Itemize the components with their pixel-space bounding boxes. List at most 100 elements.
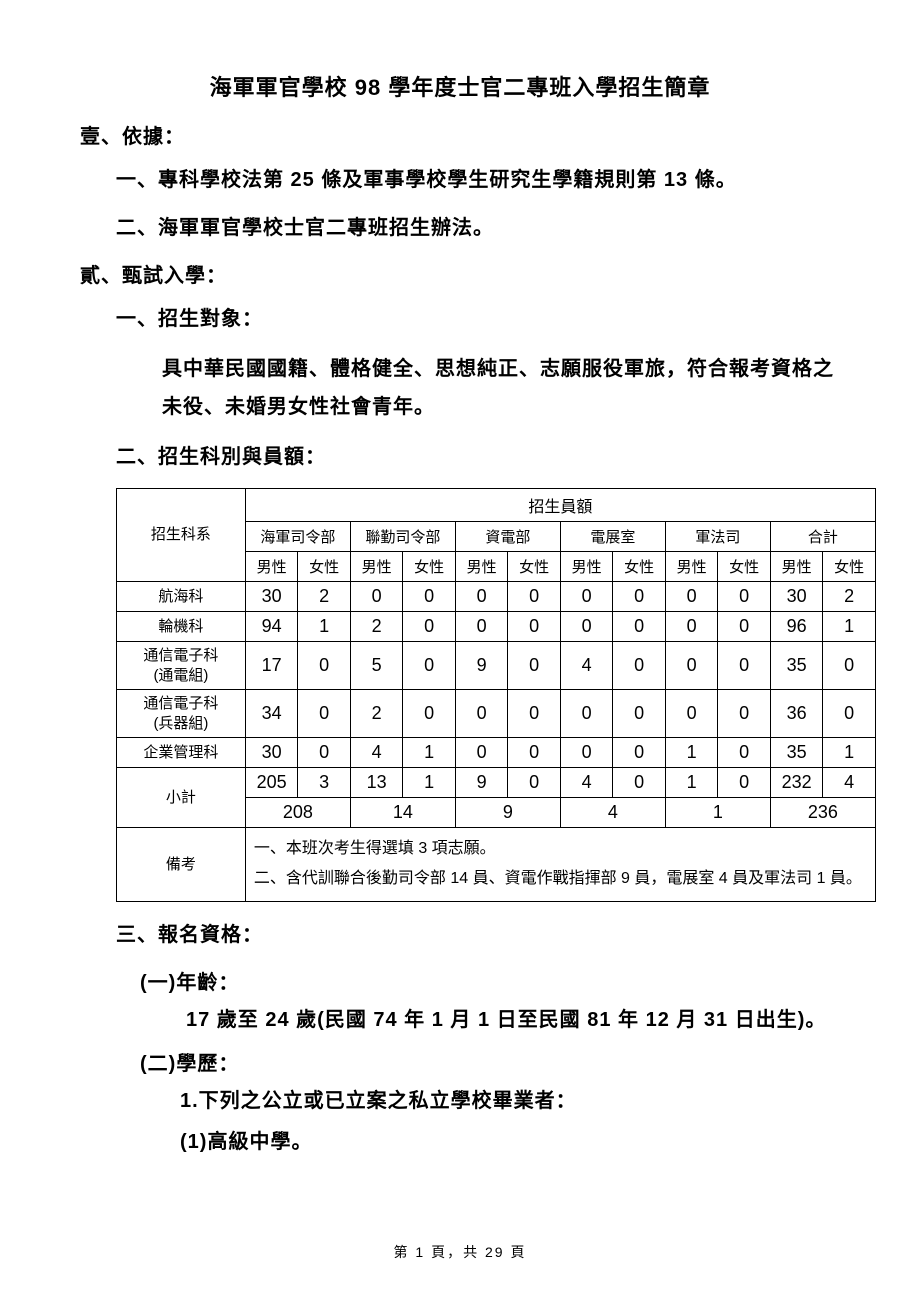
subtotal-cell: 9 xyxy=(455,768,508,798)
cell: 0 xyxy=(613,690,666,738)
subtotal-merged-cell: 14 xyxy=(350,798,455,828)
subtotal-cell: 205 xyxy=(245,768,298,798)
age-label: (一)年齡： xyxy=(140,966,840,995)
section-2-sub2-heading: 二、招生科別與員額： xyxy=(116,440,840,474)
table-row: 企業管理科 30 0 4 1 0 0 0 0 1 0 35 1 xyxy=(117,738,876,768)
gender-f-5: 女性 xyxy=(823,552,876,582)
cell: 0 xyxy=(718,642,771,690)
cell: 0 xyxy=(455,582,508,612)
subtotal-cell: 0 xyxy=(508,768,561,798)
gender-f-4: 女性 xyxy=(718,552,771,582)
cell: 0 xyxy=(560,582,613,612)
cell: 0 xyxy=(560,690,613,738)
table-row: 輪機科 94 1 2 0 0 0 0 0 0 0 96 1 xyxy=(117,612,876,642)
gender-f-0: 女性 xyxy=(298,552,351,582)
remark-row: 備考 一、本班次考生得選填 3 項志願。 二、含代訓聯合後勤司令部 14 員、資… xyxy=(117,828,876,902)
subtotal-merged-cell: 208 xyxy=(245,798,350,828)
cell: 0 xyxy=(508,642,561,690)
subtotal-cell: 0 xyxy=(613,768,666,798)
cell: 30 xyxy=(245,738,298,768)
dept-col-3: 電展室 xyxy=(560,522,665,552)
cell: 4 xyxy=(560,642,613,690)
edu-sub-1: (1)高級中學。 xyxy=(180,1125,840,1154)
cell: 0 xyxy=(718,612,771,642)
cell: 0 xyxy=(455,690,508,738)
cell: 4 xyxy=(350,738,403,768)
row-label-1: 輪機科 xyxy=(117,612,246,642)
row-label-2: 通信電子科(通電組) xyxy=(117,642,246,690)
cell: 0 xyxy=(298,690,351,738)
subtotal-merged-cell: 1 xyxy=(665,798,770,828)
section-2-sub3-heading: 三、報名資格： xyxy=(116,918,840,952)
cell: 9 xyxy=(455,642,508,690)
subtotal-cell: 0 xyxy=(718,768,771,798)
table-header-row-1: 招生科系 招生員額 xyxy=(117,489,876,522)
cell: 0 xyxy=(298,642,351,690)
cell: 34 xyxy=(245,690,298,738)
cell: 2 xyxy=(350,690,403,738)
remark-label: 備考 xyxy=(117,828,246,902)
subtotal-merged-cell: 4 xyxy=(560,798,665,828)
subtotal-row-split: 小計 205 3 13 1 9 0 4 0 1 0 232 4 xyxy=(117,768,876,798)
cell: 0 xyxy=(455,738,508,768)
cell: 0 xyxy=(350,582,403,612)
cell: 0 xyxy=(665,690,718,738)
table-row: 通信電子科(兵器組) 34 0 2 0 0 0 0 0 0 0 36 0 xyxy=(117,690,876,738)
cell: 0 xyxy=(665,582,718,612)
dept-col-5: 合計 xyxy=(770,522,875,552)
cell: 1 xyxy=(298,612,351,642)
cell: 17 xyxy=(245,642,298,690)
cell: 2 xyxy=(298,582,351,612)
cell: 0 xyxy=(613,738,666,768)
dept-col-4: 軍法司 xyxy=(665,522,770,552)
cell: 5 xyxy=(350,642,403,690)
cell: 96 xyxy=(770,612,823,642)
cell: 0 xyxy=(403,690,456,738)
cell: 0 xyxy=(613,582,666,612)
cell: 1 xyxy=(823,738,876,768)
subtotal-cell: 1 xyxy=(665,768,718,798)
cell: 36 xyxy=(770,690,823,738)
gender-m-5: 男性 xyxy=(770,552,823,582)
cell: 35 xyxy=(770,642,823,690)
cell: 2 xyxy=(350,612,403,642)
dept-col-1: 聯勤司令部 xyxy=(350,522,455,552)
dept-col-0: 海軍司令部 xyxy=(245,522,350,552)
remark-line-1: 一、本班次考生得選填 3 項志願。 xyxy=(254,834,867,864)
section-1-heading: 壹、依據： xyxy=(80,120,840,149)
document-title: 海軍軍官學校 98 學年度士官二專班入學招生簡章 xyxy=(80,70,840,102)
section-2-sub1-heading: 一、招生對象： xyxy=(116,302,840,336)
page-footer: 第 1 頁，共 29 頁 xyxy=(0,1242,920,1262)
gender-f-3: 女性 xyxy=(613,552,666,582)
cell: 0 xyxy=(560,738,613,768)
subtotal-merged-cell: 236 xyxy=(770,798,875,828)
subtotal-cell: 4 xyxy=(560,768,613,798)
cell: 0 xyxy=(403,642,456,690)
cell: 0 xyxy=(718,582,771,612)
cell: 0 xyxy=(665,612,718,642)
header-dept: 招生科系 xyxy=(117,489,246,582)
subtotal-cell: 1 xyxy=(403,768,456,798)
cell: 2 xyxy=(823,582,876,612)
quota-table: 招生科系 招生員額 海軍司令部 聯勤司令部 資電部 電展室 軍法司 合計 男性 … xyxy=(116,488,876,902)
cell: 0 xyxy=(508,582,561,612)
cell: 0 xyxy=(823,642,876,690)
cell: 0 xyxy=(455,612,508,642)
table-row: 航海科 30 2 0 0 0 0 0 0 0 0 30 2 xyxy=(117,582,876,612)
gender-m-4: 男性 xyxy=(665,552,718,582)
section-1-item-2: 二、海軍軍官學校士官二專班招生辦法。 xyxy=(116,211,840,245)
cell: 35 xyxy=(770,738,823,768)
cell: 0 xyxy=(403,612,456,642)
cell: 0 xyxy=(613,612,666,642)
header-quota: 招生員額 xyxy=(245,489,875,522)
cell: 0 xyxy=(298,738,351,768)
cell: 30 xyxy=(245,582,298,612)
section-1-item-1: 一、專科學校法第 25 條及軍事學校學生研究生學籍規則第 13 條。 xyxy=(116,163,840,197)
cell: 0 xyxy=(508,738,561,768)
section-2-heading: 貳、甄試入學： xyxy=(80,259,840,288)
cell: 30 xyxy=(770,582,823,612)
gender-m-0: 男性 xyxy=(245,552,298,582)
gender-m-3: 男性 xyxy=(560,552,613,582)
cell: 1 xyxy=(665,738,718,768)
cell: 94 xyxy=(245,612,298,642)
